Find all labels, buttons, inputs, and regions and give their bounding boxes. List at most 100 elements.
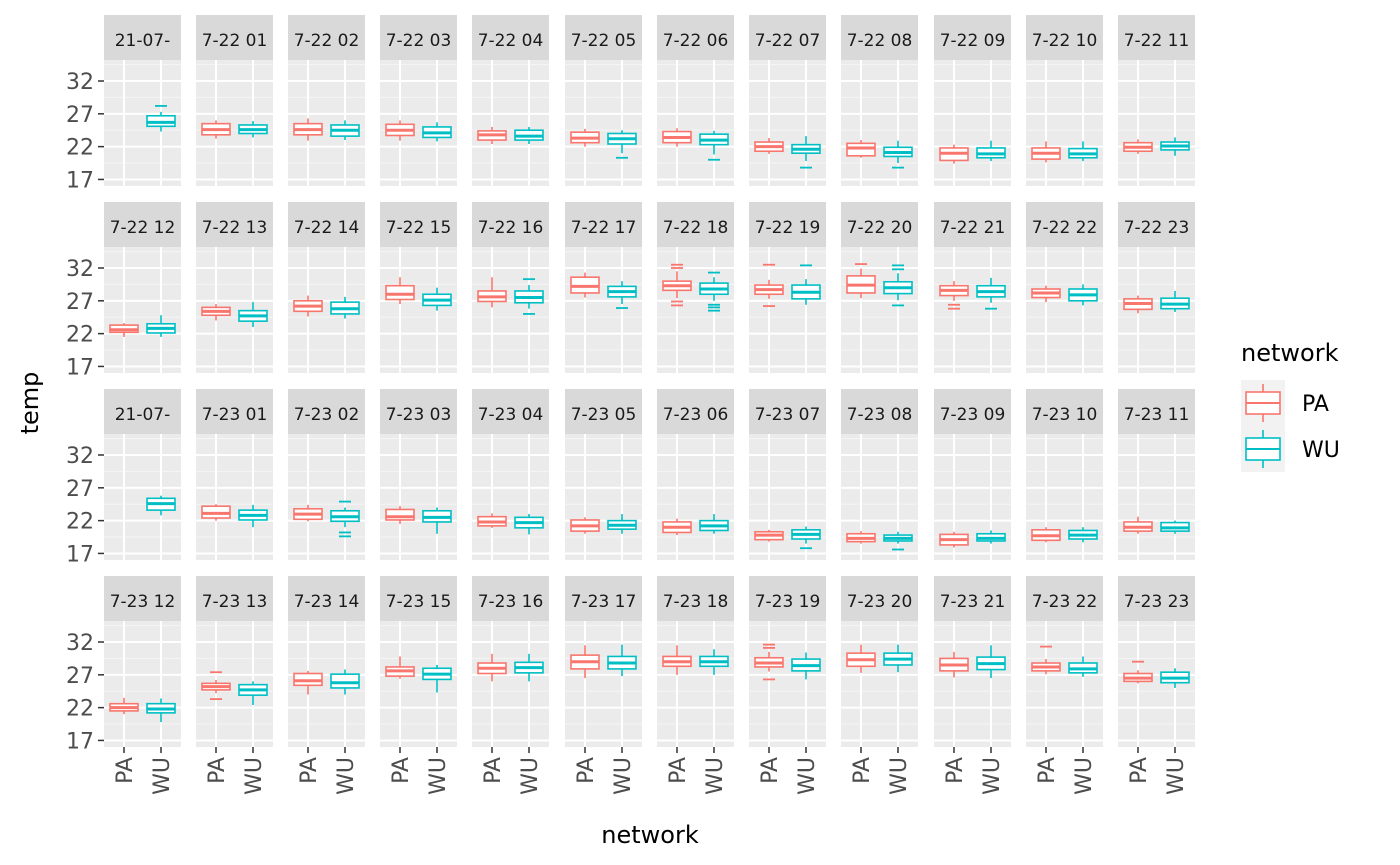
box-wu	[883, 264, 913, 307]
facet-panel: 7-23 13	[196, 576, 273, 747]
box-wu	[699, 271, 729, 312]
facet-panel: 7-23 05	[565, 389, 642, 560]
box-pa	[570, 272, 600, 298]
y-tick-label: 32	[66, 631, 94, 656]
facet-panels: 21-07- 7-22 01 7-22 02 7-22 03 7-22 04 7-22 0…	[104, 15, 1195, 747]
facet-strip	[1026, 389, 1103, 434]
panel-background	[288, 434, 365, 560]
panel-background	[657, 247, 734, 373]
x-tick-label: PA	[1035, 757, 1060, 784]
box-pa	[201, 304, 231, 321]
x-tick-label: PA	[574, 757, 599, 784]
panel-background	[934, 621, 1011, 747]
panel-background	[565, 247, 642, 373]
x-tick-label: WU	[1164, 757, 1189, 795]
panel-background	[472, 247, 549, 373]
box-pa	[477, 126, 507, 144]
facet-panel: 7-23 11	[1118, 389, 1195, 560]
facet-panel: 7-22 14	[288, 202, 365, 373]
box-pa	[939, 144, 969, 164]
facet-panel: 7-22 09	[934, 15, 1011, 186]
box-iqr	[385, 284, 415, 301]
facet-strip-label: 7-22 02	[294, 31, 360, 51]
box-wu	[976, 140, 1006, 162]
facet-strip-label: 7-22 03	[386, 31, 452, 51]
box-pa	[939, 531, 969, 548]
box-wu	[238, 302, 268, 328]
x-tick-label: PA	[113, 757, 138, 784]
facet-strip	[472, 389, 549, 434]
box-wu	[1068, 656, 1098, 677]
x-tick-label: PA	[481, 757, 506, 784]
facet-strip-label: 7-23 06	[663, 405, 729, 425]
box-pa	[1031, 645, 1061, 675]
box-pa	[570, 645, 600, 679]
facet-panel: 7-23 12	[104, 576, 181, 747]
facet-strip-label: 7-23 16	[478, 592, 544, 612]
box-wu	[514, 278, 544, 315]
box-wu	[699, 514, 729, 534]
box-pa	[109, 697, 139, 715]
facet-strip	[380, 202, 457, 247]
box-pa	[201, 120, 231, 139]
panel-background	[565, 60, 642, 186]
panel-background	[104, 434, 181, 560]
box-wu	[238, 121, 268, 138]
box-pa	[662, 645, 692, 675]
x-tick-label: PA	[1127, 757, 1152, 784]
facet-strip-label: 7-23 13	[202, 592, 268, 612]
facet-panel: 7-23 08	[841, 389, 918, 560]
box-wu	[146, 315, 176, 337]
box-wu	[607, 281, 637, 309]
panel-background	[749, 621, 826, 747]
box-pa	[477, 277, 507, 308]
y-tick-label: 17	[66, 729, 94, 754]
box-pa	[293, 295, 323, 317]
x-tick-label: WU	[980, 757, 1005, 795]
facet-panel: 7-22 23	[1118, 202, 1195, 373]
facet-panel: 7-22 20	[841, 202, 918, 373]
y-tick-label: 22	[66, 136, 94, 161]
panel-background	[657, 60, 734, 186]
box-pa	[1123, 516, 1153, 534]
box-wu	[883, 531, 913, 551]
facet-panel: 7-22 07	[749, 15, 826, 186]
facet-strip	[565, 576, 642, 621]
panel-background	[1118, 621, 1195, 747]
facet-strip-label: 7-22 01	[202, 31, 268, 51]
box-pa	[109, 323, 139, 337]
facet-strip	[196, 15, 273, 60]
y-tick-label: 32	[66, 444, 94, 469]
panel-background	[749, 434, 826, 560]
facet-panel: 7-23 19	[749, 576, 826, 747]
facet-panel: 7-23 15	[380, 576, 457, 747]
facet-panel: 7-23 06	[657, 389, 734, 560]
box-iqr	[385, 508, 415, 521]
facet-strip-label: 7-22 16	[478, 218, 544, 238]
facet-strip	[288, 389, 365, 434]
box-wu	[791, 652, 821, 680]
box-wu	[514, 126, 544, 144]
box-wu	[422, 287, 452, 311]
box-wu	[607, 514, 637, 534]
panel-background	[380, 247, 457, 373]
x-tick-label: PA	[943, 757, 968, 784]
box-pa	[754, 529, 784, 542]
box-pa	[1123, 295, 1153, 314]
facet-strip-label: 7-23 05	[571, 405, 637, 425]
box-pa	[846, 644, 876, 673]
facet-strip-label: 7-22 21	[940, 218, 1006, 238]
box-wu	[1068, 141, 1098, 162]
facet-panel: 7-23 22	[1026, 576, 1103, 747]
facet-panel: 7-23 04	[472, 389, 549, 560]
x-axis-title: network	[601, 821, 699, 849]
facet-strip	[1118, 202, 1195, 247]
box-wu	[330, 120, 360, 141]
facet-panel: 7-23 14	[288, 576, 365, 747]
facet-strip	[749, 202, 826, 247]
box-pa	[846, 531, 876, 544]
box-pa	[846, 263, 876, 299]
box-wu	[146, 698, 176, 723]
y-tick-label: 17	[66, 168, 94, 193]
facet-strip	[657, 202, 734, 247]
